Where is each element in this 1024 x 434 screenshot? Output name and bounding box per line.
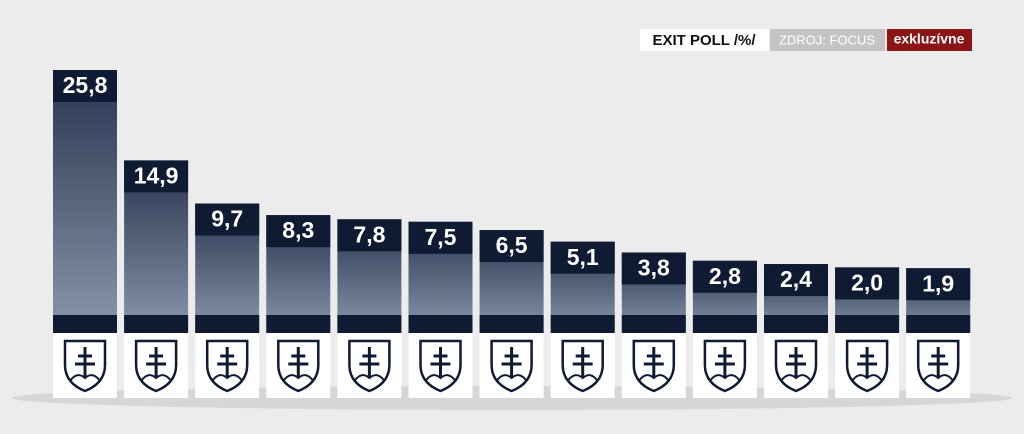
bar-band <box>408 315 473 333</box>
hills <box>282 374 315 382</box>
badge-box <box>887 29 972 51</box>
value-label: 2,0 <box>851 269 883 295</box>
value-label: 9,7 <box>211 206 243 232</box>
chart-title: EXIT POLL /%/ <box>652 32 756 49</box>
coat-of-arms <box>205 339 249 393</box>
cross <box>786 347 806 378</box>
hills <box>709 374 741 382</box>
hills <box>211 374 244 382</box>
value-label-box <box>550 241 615 274</box>
hills <box>495 374 528 382</box>
value-label-box <box>692 260 757 293</box>
coat-of-arms <box>490 339 533 393</box>
value-label: 5,1 <box>567 244 599 270</box>
bar-band <box>479 315 544 333</box>
value-label: 8,3 <box>282 217 314 243</box>
value-label: 25,8 <box>63 72 108 98</box>
bar-band <box>692 315 757 333</box>
coat-of-arms <box>63 339 107 393</box>
value-label: 7,8 <box>353 221 385 247</box>
cross <box>75 347 95 378</box>
value-label-box <box>53 70 117 102</box>
bar-band <box>124 315 189 333</box>
value-label-box <box>124 160 189 193</box>
value-label-box <box>408 221 473 254</box>
value-label-box <box>906 268 971 301</box>
bar-band <box>764 315 828 333</box>
cross <box>146 347 167 378</box>
value-label: 2,8 <box>709 263 741 289</box>
source-box <box>770 29 885 51</box>
hills <box>566 374 599 382</box>
bar <box>53 70 117 333</box>
coat-of-arms <box>561 339 604 393</box>
value-label-box <box>479 230 544 263</box>
value-label: 7,5 <box>425 224 457 250</box>
coat-of-arms <box>916 339 960 393</box>
coat-of-arms <box>419 339 462 393</box>
value-label-box <box>764 264 828 297</box>
cross <box>643 347 664 378</box>
cross <box>359 347 380 378</box>
cross <box>857 347 878 378</box>
hills <box>69 374 101 382</box>
value-label-box <box>835 267 900 300</box>
coat-of-arms <box>774 339 818 393</box>
bar-band <box>337 315 402 333</box>
value-label: 3,8 <box>638 255 670 281</box>
hills <box>353 374 386 382</box>
bar-band <box>550 315 615 333</box>
coat-of-arms <box>348 339 391 393</box>
coat-of-arms <box>134 339 178 393</box>
coat-of-arms <box>703 339 747 393</box>
cross <box>430 347 451 378</box>
coat-of-arms <box>277 339 320 393</box>
hills <box>780 374 812 382</box>
coat-of-arms <box>632 339 676 393</box>
cross <box>714 347 735 378</box>
cross <box>217 347 238 378</box>
value-label-box <box>621 252 686 285</box>
hills <box>140 374 172 382</box>
value-label: 6,5 <box>496 232 528 258</box>
hills <box>851 374 883 382</box>
bar-band <box>835 315 900 333</box>
badge: exkluzívne <box>894 31 965 47</box>
title-box <box>640 29 769 51</box>
cross <box>288 347 309 378</box>
cross <box>928 347 949 378</box>
hills <box>637 374 670 382</box>
bar-band <box>53 315 117 333</box>
value-label-box <box>266 215 331 248</box>
cross <box>572 347 593 378</box>
bar-band <box>266 315 331 333</box>
bar-band <box>195 315 260 333</box>
cross <box>501 347 522 378</box>
bar-band <box>621 315 686 333</box>
hills <box>424 374 457 382</box>
value-label: 14,9 <box>134 162 179 188</box>
value-label: 1,9 <box>922 270 954 296</box>
hills <box>922 374 955 382</box>
bar-band <box>906 315 971 333</box>
value-label: 2,4 <box>780 266 812 292</box>
value-label-box <box>337 219 402 252</box>
coat-of-arms <box>845 339 889 393</box>
value-label-box <box>195 203 260 236</box>
source: ZDROJ: FOCUS <box>779 32 875 47</box>
